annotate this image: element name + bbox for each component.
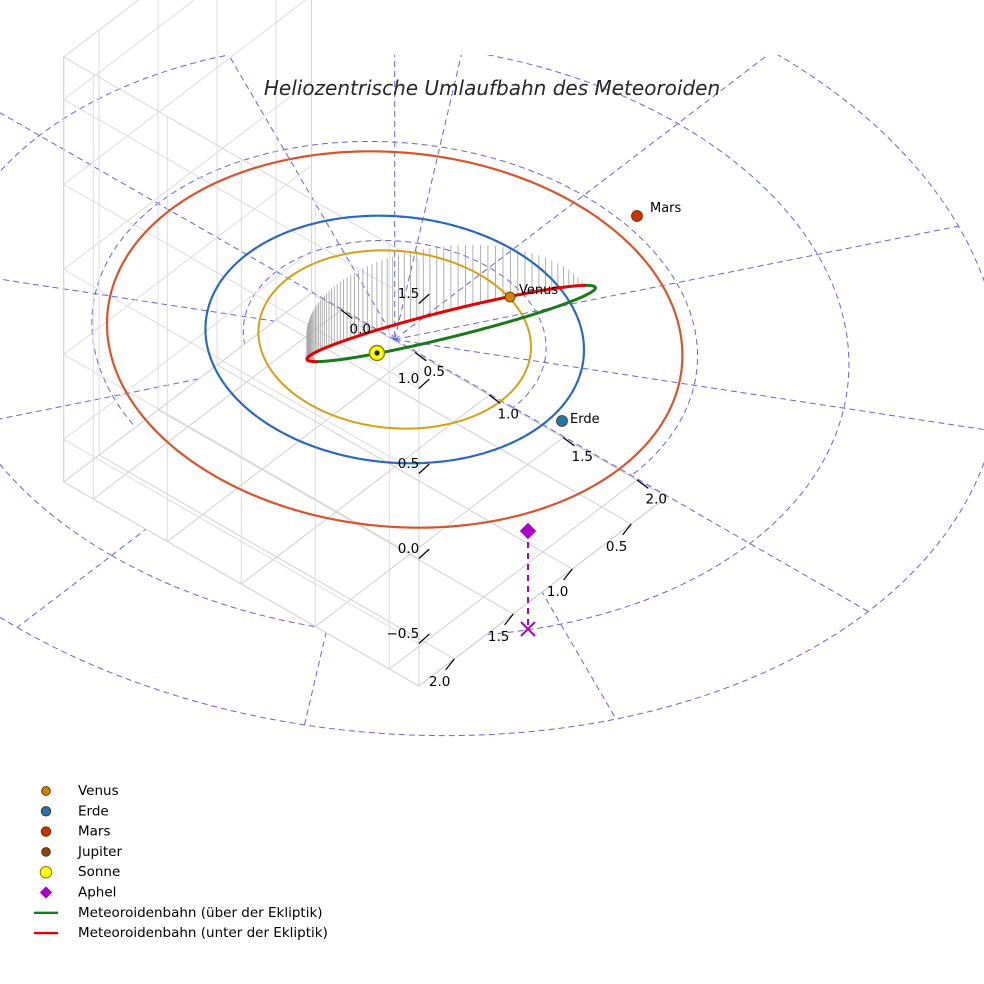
legend-item-venus-label: Venus [78,783,119,799]
legend-item-jupiter-label: Jupiter [77,844,122,860]
y-tick-2-label: 1.0 [498,406,519,422]
x-tick-3-mark [445,658,455,671]
aphelion-projection-marker [520,621,536,637]
legend-item-meteoroidenbahn-uber-der-ekliptik: Meteoroidenbahn (über der Ekliptik) [34,905,323,921]
x-tick-0-label: 0.5 [606,539,627,555]
y-tick-1-label: 0.5 [424,364,445,380]
legend-item-meteoroidenbahn-uber-der-ekliptik-label: Meteoroidenbahn (über der Ekliptik) [78,905,323,921]
z-tick-3-mark [418,378,430,389]
z-tick-0-mark [418,633,430,644]
z-tick-1-mark [418,548,430,559]
x-tick-2-mark [504,613,514,626]
x-tick-2-label: 1.5 [488,629,509,645]
z-tick-4-mark [418,293,430,304]
legend-item-mars-swatch [40,826,52,837]
y-tick-4-mark [636,479,649,489]
legend-item-venus: Venus [41,783,119,799]
polar-spoke-4 [394,339,984,431]
z-tick-2-mark [418,463,430,474]
x-tick-1-mark [563,568,573,581]
polar-spoke-7 [394,55,462,340]
legend-item-erde-label: Erde [78,803,109,819]
orbit-drop-lines [306,244,583,362]
y-tick-0-mark [340,309,353,319]
wall-gridline-right-z-3 [63,0,307,185]
polar-spoke-8 [228,55,396,340]
x-tick-1-label: 1.0 [547,584,568,600]
z-tick-0-label: −0.5 [386,626,419,642]
axis-tick-labels: 0.5 1.0 1.5 2.0 0.0 0.5 1.0 1.5 2.0 −0.5 0.0 0.5 1.0… [350,286,667,690]
legend-item-jupiter: Jupiter [41,844,122,860]
legend-item-aphel-label: Aphel [78,885,116,901]
wall-gridline-right-z-4 [63,0,195,100]
floor-gridline-y-0 [92,309,342,500]
ecliptic-floor-grid [92,309,638,670]
wall-gridline-right-z-2 [63,80,312,270]
y-tick-0-label: 0.0 [350,321,371,337]
y-tick-3-mark [562,437,575,447]
planet-marker-erde [556,415,568,427]
wall-gridline-right-z-1 [63,165,312,355]
planet-orbits [105,150,684,529]
polar-ring-2 [0,55,850,638]
polar-spoke-6 [394,55,769,340]
planet-label-mars: Mars [650,201,682,216]
legend-item-sonne: Sonne [39,864,120,880]
legend-item-mars: Mars [40,824,111,840]
orbit-venus-bahn [257,249,532,430]
planet-marker-mars [631,210,643,222]
z-tick-4-label: 1.5 [398,286,419,302]
y-tick-2-mark [488,394,501,404]
floor-gridline-y-1 [166,352,416,542]
planet-label-venus: Venus [519,283,558,298]
z-tick-2-label: 0.5 [398,456,419,472]
y-tick-4-label: 2.0 [646,491,667,507]
meteoroid-above-ecliptic [315,283,597,364]
aphelion-marker [519,522,537,540]
polar-spoke-0 [16,339,396,628]
legend-item-erde-swatch [40,806,52,817]
legend-item-erde: Erde [40,803,109,819]
sun-marker [368,344,386,362]
orbit-jupiter [204,215,585,464]
legend-item-sonne-label: Sonne [78,864,120,880]
wall-gridlines [63,0,420,669]
orbit-mars-bahn [105,150,684,529]
planet-markers: Mars Venus Erde [504,201,682,427]
floor-gridline-y-2 [240,394,490,585]
axis-ticks [340,293,649,671]
polar-spoke-5 [394,225,959,340]
floor-gridline-y-3 [314,437,564,627]
floor-gridline-y-4 [388,479,638,670]
x-tick-0-mark [622,523,632,536]
legend-item-mars-label: Mars [78,824,111,840]
z-tick-1-label: 0.0 [398,541,419,557]
wall-gridline-right-z-0 [63,250,312,440]
legend-item-aphel: Aphel [39,885,116,901]
z-tick-3-label: 1.0 [398,371,419,387]
planet-marker-venus [504,291,516,303]
chart-title: Heliozentrische Umlaufbahn des Meteoroid… [264,76,720,100]
legend-item-meteoroidenbahn-unter-der-ekliptik-label: Meteoroidenbahn (unter der Ekliptik) [78,925,328,941]
y-tick-3-label: 1.5 [572,449,593,465]
x-tick-3-label: 2.0 [429,674,450,690]
legend: Venus Erde Mars Jupiter Sonne Aphel Meteoroide… [34,783,328,941]
y-tick-1-mark [414,352,427,362]
legend-item-aphel-swatch [39,886,53,899]
aphelion-marker-group [519,522,537,637]
polar-spoke-3 [394,339,869,612]
sun-core [374,350,380,356]
legend-item-venus-swatch [41,786,51,796]
legend-item-meteoroidenbahn-unter-der-ekliptik: Meteoroidenbahn (unter der Ekliptik) [34,925,328,941]
planet-label-erde: Erde [570,412,600,427]
legend-item-sonne-swatch [39,865,53,879]
legend-item-jupiter-swatch [41,847,51,857]
